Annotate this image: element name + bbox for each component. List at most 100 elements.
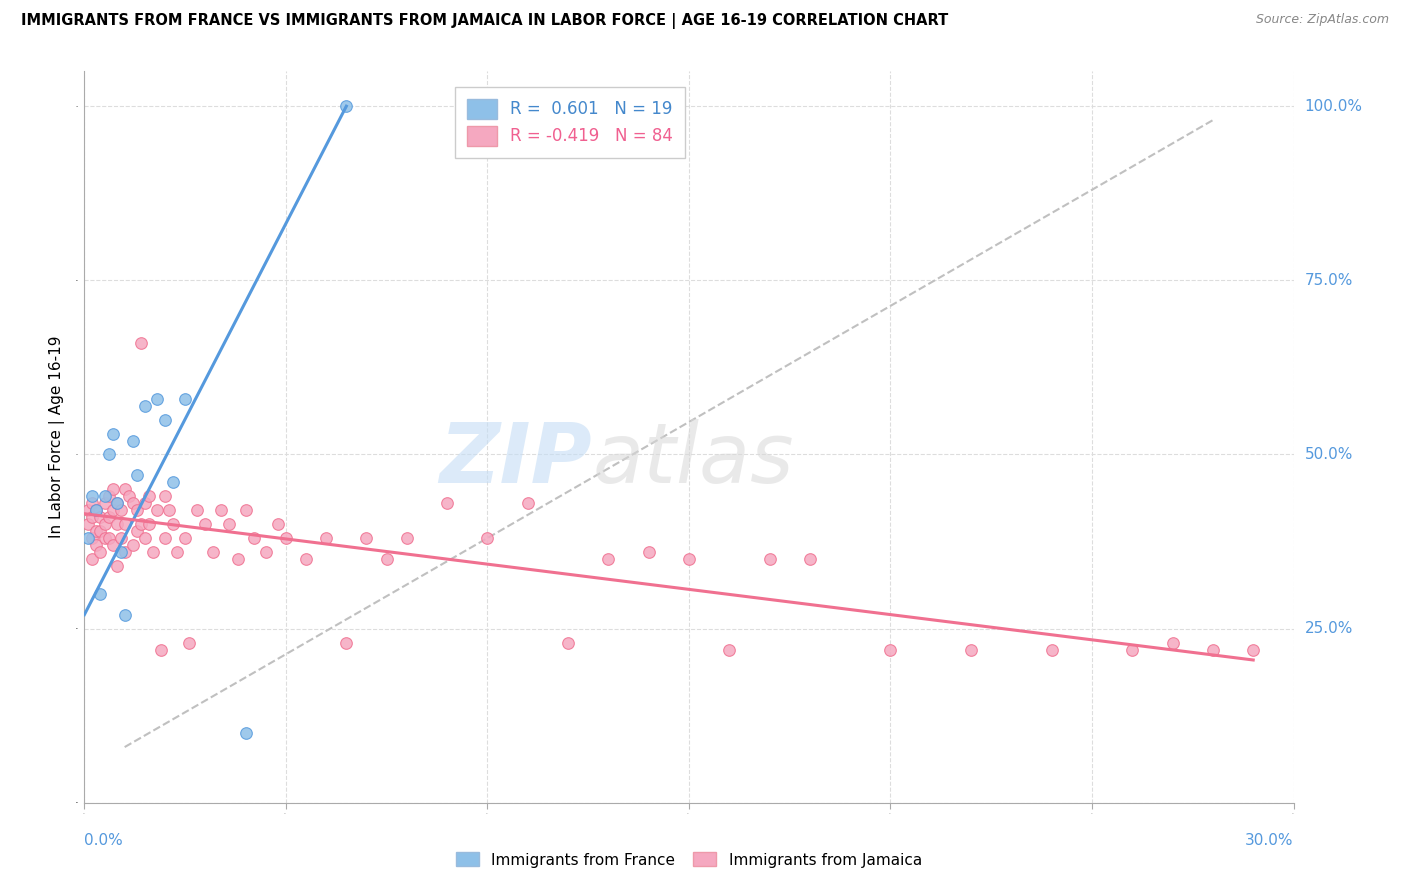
Point — [1040, 642, 1063, 657]
Point — [315, 531, 337, 545]
Point — [86, 503, 108, 517]
Point — [799, 552, 821, 566]
Point — [598, 552, 620, 566]
Point — [114, 607, 136, 622]
Point — [77, 531, 100, 545]
Legend: R =  0.601   N = 19, R = -0.419   N = 84: R = 0.601 N = 19, R = -0.419 N = 84 — [456, 87, 685, 158]
Point — [77, 503, 100, 517]
Point — [146, 392, 169, 406]
Point — [89, 587, 111, 601]
Point — [97, 531, 120, 545]
Point — [194, 517, 217, 532]
Point — [105, 496, 128, 510]
Point — [149, 642, 172, 657]
Point — [82, 496, 104, 510]
Point — [267, 517, 290, 532]
Point — [86, 538, 108, 552]
Point — [395, 531, 418, 545]
Point — [110, 531, 132, 545]
Point — [153, 412, 176, 426]
Point — [82, 552, 104, 566]
Point — [97, 510, 120, 524]
Point — [93, 489, 115, 503]
Point — [101, 538, 124, 552]
Point — [718, 642, 741, 657]
Point — [93, 531, 115, 545]
Point — [235, 726, 257, 740]
Point — [89, 545, 111, 559]
Point — [335, 635, 357, 649]
Point — [557, 635, 579, 649]
Point — [105, 558, 128, 573]
Point — [1241, 642, 1264, 657]
Point — [157, 503, 180, 517]
Point — [166, 545, 188, 559]
Text: 0.0%: 0.0% — [84, 833, 124, 848]
Text: 100.0%: 100.0% — [1305, 99, 1362, 113]
Point — [153, 531, 176, 545]
Point — [101, 426, 124, 441]
Point — [295, 552, 318, 566]
Point — [274, 531, 297, 545]
Point — [335, 99, 357, 113]
Point — [118, 489, 141, 503]
Point — [242, 531, 264, 545]
Point — [678, 552, 700, 566]
Point — [226, 552, 249, 566]
Point — [637, 545, 659, 559]
Point — [121, 434, 143, 448]
Point — [101, 483, 124, 497]
Text: 50.0%: 50.0% — [1305, 447, 1353, 462]
Point — [82, 510, 104, 524]
Point — [105, 496, 128, 510]
Point — [186, 503, 208, 517]
Point — [134, 531, 156, 545]
Point — [101, 503, 124, 517]
Point — [516, 496, 538, 510]
Point — [121, 538, 143, 552]
Text: IMMIGRANTS FROM FRANCE VS IMMIGRANTS FROM JAMAICA IN LABOR FORCE | AGE 16-19 COR: IMMIGRANTS FROM FRANCE VS IMMIGRANTS FRO… — [21, 13, 948, 29]
Text: ZIP: ZIP — [440, 418, 592, 500]
Point — [114, 483, 136, 497]
Point — [138, 517, 160, 532]
Point — [82, 489, 104, 503]
Point — [209, 503, 232, 517]
Point — [89, 524, 111, 538]
Point — [174, 531, 197, 545]
Point — [105, 517, 128, 532]
Text: atlas: atlas — [592, 418, 794, 500]
Point — [114, 517, 136, 532]
Point — [1121, 642, 1143, 657]
Point — [134, 399, 156, 413]
Point — [77, 517, 100, 532]
Point — [235, 503, 257, 517]
Text: 30.0%: 30.0% — [1246, 833, 1294, 848]
Point — [93, 517, 115, 532]
Point — [82, 531, 104, 545]
Point — [125, 524, 148, 538]
Point — [134, 496, 156, 510]
Point — [129, 336, 152, 351]
Point — [121, 496, 143, 510]
Point — [879, 642, 901, 657]
Point — [162, 517, 184, 532]
Legend: Immigrants from France, Immigrants from Jamaica: Immigrants from France, Immigrants from … — [450, 847, 928, 873]
Text: 75.0%: 75.0% — [1305, 273, 1353, 288]
Text: Source: ZipAtlas.com: Source: ZipAtlas.com — [1256, 13, 1389, 27]
Point — [97, 448, 120, 462]
Point — [129, 517, 152, 532]
Point — [86, 524, 108, 538]
Point — [179, 635, 201, 649]
Point — [125, 468, 148, 483]
Text: 25.0%: 25.0% — [1305, 621, 1353, 636]
Point — [97, 489, 120, 503]
Point — [142, 545, 165, 559]
Point — [146, 503, 169, 517]
Point — [125, 503, 148, 517]
Point — [477, 531, 499, 545]
Point — [138, 489, 160, 503]
Point — [110, 503, 132, 517]
Point — [960, 642, 983, 657]
Point — [202, 545, 225, 559]
Point — [356, 531, 378, 545]
